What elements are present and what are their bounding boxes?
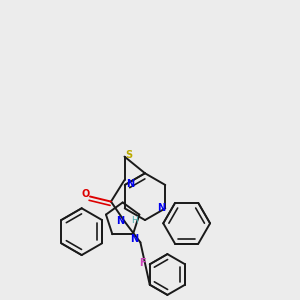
Text: H: H	[132, 216, 138, 225]
Text: N: N	[126, 179, 134, 189]
Text: O: O	[81, 189, 90, 199]
Text: S: S	[125, 150, 133, 160]
Text: F: F	[139, 258, 146, 268]
Text: N: N	[116, 215, 125, 226]
Text: N: N	[158, 203, 166, 213]
Text: N: N	[130, 234, 138, 244]
